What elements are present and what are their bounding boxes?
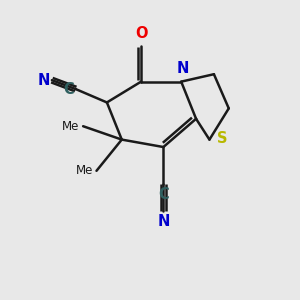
Text: N: N	[38, 73, 50, 88]
Text: O: O	[135, 26, 147, 40]
Text: S: S	[217, 130, 227, 146]
Text: C: C	[64, 82, 74, 97]
Text: C: C	[158, 187, 169, 202]
Text: Me: Me	[76, 164, 93, 177]
Text: Me: Me	[62, 120, 80, 133]
Text: N: N	[157, 214, 170, 229]
Text: N: N	[176, 61, 189, 76]
